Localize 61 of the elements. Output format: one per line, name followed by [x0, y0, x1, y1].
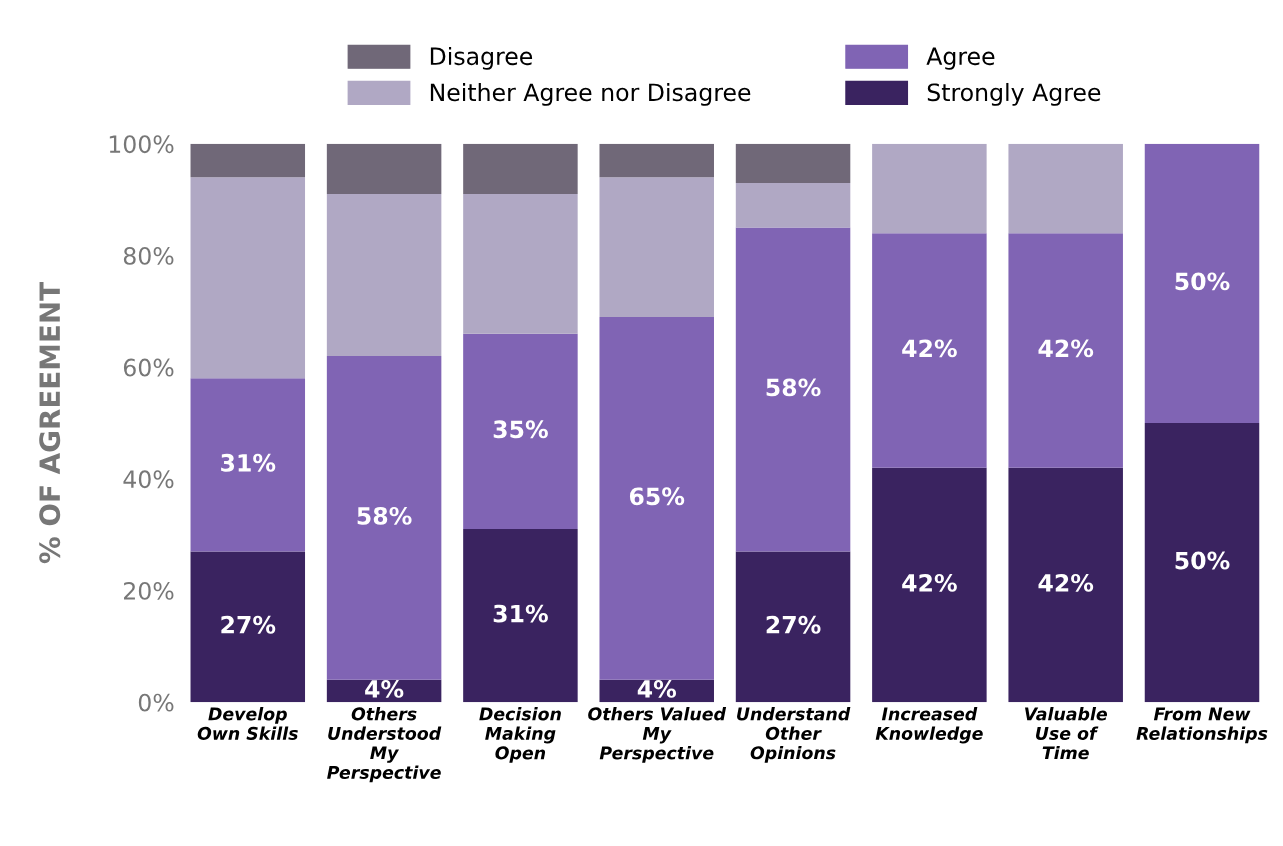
y-tick-label: 100%	[109, 135, 174, 154]
bar	[872, 143, 987, 234]
bar	[463, 194, 578, 334]
bar	[190, 378, 306, 552]
bar	[463, 143, 578, 195]
y-tick-label: 80%	[123, 246, 174, 265]
x-tick-label: Develop Own Skills	[197, 707, 298, 740]
bar	[1008, 233, 1123, 468]
data-label: 58%	[766, 378, 821, 397]
data-label: 31%	[493, 604, 548, 623]
bar	[463, 333, 578, 530]
x-tick-label: Increased Knowledge	[875, 707, 983, 744]
bar	[872, 467, 987, 703]
bar	[599, 316, 714, 680]
data-label: 65%	[629, 487, 685, 506]
x-tick-label: Decision Making Open	[479, 707, 561, 763]
bar	[190, 143, 306, 178]
bar	[1008, 143, 1123, 234]
y-axis-title: % OF AGREEMENT	[39, 282, 61, 564]
data-label: 42%	[902, 339, 957, 358]
bar	[463, 529, 578, 703]
bar	[1144, 143, 1260, 423]
bar	[872, 233, 987, 468]
bar	[599, 143, 714, 178]
legend-label: Strongly Agree	[927, 82, 1101, 106]
data-label: 50%	[1175, 272, 1230, 291]
bar	[735, 143, 851, 183]
bar	[735, 182, 851, 228]
data-label: 42%	[902, 573, 957, 592]
data-label: 58%	[357, 506, 412, 525]
bar	[735, 551, 851, 703]
y-tick-label: 60%	[123, 358, 174, 377]
x-tick-label: Valuable Use of Time	[1025, 707, 1108, 760]
legend-label: Neither Agree nor Disagree	[430, 82, 751, 106]
y-tick-label: 0%	[138, 693, 174, 712]
data-label: 4%	[365, 680, 404, 698]
data-label: 27%	[221, 615, 276, 634]
legend-label: Agree	[926, 47, 995, 70]
x-tick-label: From New Relationships	[1136, 707, 1268, 744]
bar	[326, 143, 442, 195]
x-tick-label: Understand Other Opinions	[737, 707, 851, 763]
legend-label: Disagree	[430, 46, 533, 70]
bar	[326, 356, 442, 680]
bar	[1008, 467, 1123, 703]
data-label: 27%	[766, 615, 821, 634]
data-label: 42%	[1038, 339, 1094, 358]
x-tick-label: Others Understood My Perspective	[327, 707, 442, 783]
data-label: 4%	[637, 680, 677, 698]
y-tick-label: 20%	[124, 581, 174, 600]
data-label: 42%	[1038, 573, 1094, 592]
x-tick-label: Others Valued My Perspective	[588, 707, 727, 763]
data-label: 35%	[493, 420, 548, 439]
y-tick-label: 40%	[123, 470, 174, 489]
bar	[735, 227, 851, 552]
bar	[599, 177, 714, 317]
data-label: 50%	[1175, 551, 1230, 570]
data-label: 31%	[221, 453, 276, 472]
bar	[190, 551, 306, 703]
bar	[1144, 423, 1260, 703]
bar	[190, 177, 306, 379]
bar	[326, 194, 442, 356]
